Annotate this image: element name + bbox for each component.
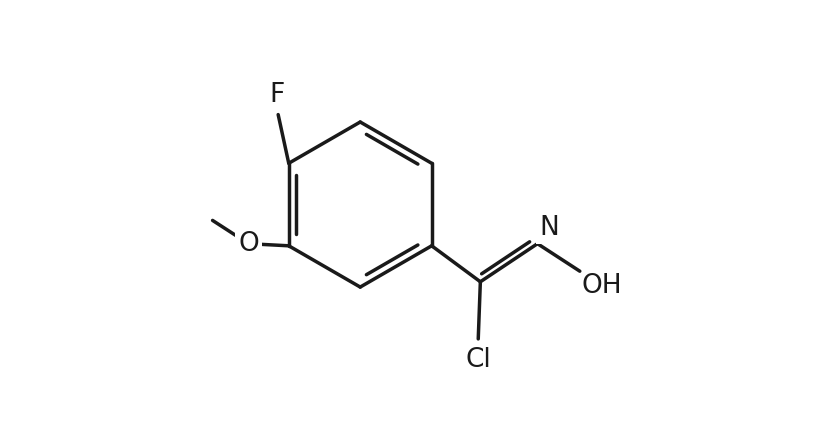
Text: N: N (539, 215, 559, 241)
Text: OH: OH (582, 273, 622, 299)
Text: O: O (238, 231, 259, 257)
Text: Cl: Cl (465, 346, 491, 372)
Text: F: F (270, 82, 284, 108)
